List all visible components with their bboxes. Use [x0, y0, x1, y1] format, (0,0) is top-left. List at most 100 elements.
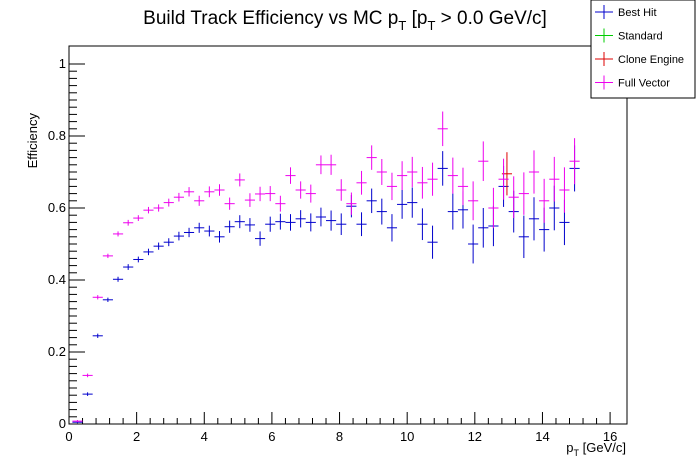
data-point — [112, 231, 124, 237]
data-point — [133, 256, 144, 263]
data-point — [112, 276, 124, 282]
data-point — [468, 181, 479, 221]
legend-box — [590, 0, 696, 99]
data-point — [234, 215, 245, 229]
legend-label: Best Hit — [618, 7, 657, 19]
data-point — [102, 253, 113, 259]
data-point — [478, 141, 489, 181]
data-point — [133, 215, 144, 221]
y-tick-label: 0.2 — [48, 344, 66, 359]
data-point — [265, 216, 276, 232]
data-point — [468, 224, 479, 264]
chart-title: Build Track Efficiency vs MC pT [pT > 0.… — [143, 8, 547, 33]
x-tick-label: 8 — [336, 429, 343, 444]
data-point — [569, 138, 580, 185]
data-point — [102, 297, 113, 302]
y-tick-label: 0 — [59, 416, 66, 431]
data-point — [366, 188, 377, 214]
data-point — [417, 166, 428, 199]
data-point — [437, 151, 448, 186]
data-point — [265, 186, 276, 202]
data-point — [336, 179, 347, 201]
plot-frame — [68, 45, 628, 425]
data-point — [407, 187, 418, 218]
data-point — [92, 295, 103, 300]
data-point — [153, 204, 164, 212]
legend-entry: Full Vector — [595, 75, 670, 90]
data-point — [326, 154, 337, 175]
data-point — [326, 210, 337, 231]
data-point — [214, 184, 225, 196]
legend-label: Full Vector — [618, 78, 670, 90]
legend-entry: Standard — [595, 28, 663, 43]
data-point — [224, 220, 235, 233]
data-point — [82, 373, 93, 378]
data-point — [255, 186, 266, 202]
data-point — [376, 198, 387, 225]
x-tick-label: 16 — [603, 429, 617, 444]
x-tick-label: 0 — [65, 429, 72, 444]
data-point — [528, 197, 540, 241]
data-point — [275, 195, 286, 212]
data-point — [173, 231, 184, 241]
data-point — [478, 208, 489, 248]
data-point — [498, 158, 509, 200]
data-point — [163, 198, 174, 207]
data-point — [305, 184, 316, 203]
data-point — [305, 213, 316, 232]
data-point — [163, 238, 174, 247]
data-point — [386, 214, 398, 242]
x-tick-label: 6 — [268, 429, 275, 444]
data-point — [204, 186, 215, 198]
data-point — [457, 167, 469, 206]
data-point — [234, 173, 245, 187]
data-point — [539, 178, 550, 223]
data-point — [123, 264, 134, 270]
data-point — [376, 159, 387, 185]
data-point — [244, 218, 255, 232]
data-point — [488, 187, 499, 229]
data-point — [356, 170, 367, 195]
data-point — [255, 231, 266, 246]
data-point — [244, 193, 255, 207]
data-point — [336, 213, 347, 235]
data-point — [397, 161, 408, 190]
data-point — [397, 190, 408, 219]
legend: Best Hit Standard Clone Engine Full Vector — [590, 0, 696, 99]
data-point — [204, 225, 215, 237]
data-point — [285, 167, 296, 184]
legend-entry: Clone Engine — [595, 52, 684, 66]
data-point — [559, 167, 570, 213]
x-axis-label: pT [GeV/c] — [566, 440, 626, 458]
data-point — [82, 392, 93, 396]
data-point — [224, 197, 235, 210]
legend-label: Clone Engine — [618, 54, 684, 66]
data-point — [518, 172, 529, 215]
data-points — [72, 111, 580, 424]
x-tick-label: 2 — [133, 429, 140, 444]
data-point — [447, 193, 458, 230]
x-tick-label: 10 — [400, 429, 414, 444]
data-point — [386, 172, 398, 201]
plot-border — [68, 45, 628, 425]
data-point — [356, 212, 367, 237]
y-tick-label: 1 — [59, 56, 66, 71]
data-point — [275, 213, 286, 230]
data-point — [72, 420, 83, 423]
x-tick-label: 14 — [535, 429, 549, 444]
data-point — [427, 225, 438, 259]
data-point — [437, 111, 448, 147]
y-axis: 0 0.2 0.4 0.6 0.8 1 — [48, 56, 85, 431]
data-point — [427, 162, 438, 196]
data-point — [173, 192, 184, 202]
data-point — [214, 231, 225, 243]
data-point — [549, 156, 560, 202]
series-full-vector — [72, 111, 580, 423]
data-point — [143, 248, 154, 256]
data-point — [194, 222, 205, 233]
data-point — [346, 192, 357, 215]
data-point — [518, 215, 529, 259]
y-tick-label: 0.8 — [48, 128, 66, 143]
data-point — [295, 210, 306, 228]
